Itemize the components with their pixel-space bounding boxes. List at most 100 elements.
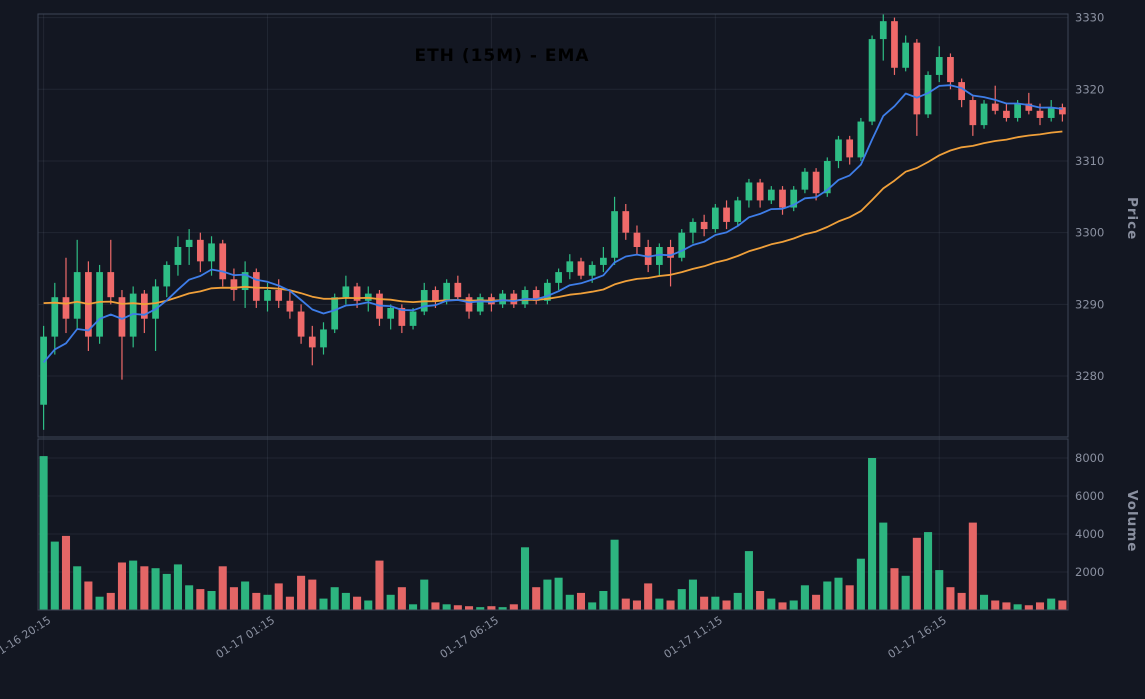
volume-bar xyxy=(968,522,977,610)
volume-bar xyxy=(1002,602,1011,610)
volume-bar xyxy=(823,581,832,610)
volume-bar xyxy=(812,594,821,610)
volume-bar xyxy=(946,587,955,610)
candle-body xyxy=(499,293,506,305)
volume-bar xyxy=(856,558,865,610)
candle-body xyxy=(879,21,887,40)
candle-body xyxy=(958,82,965,101)
volume-bar xyxy=(162,573,171,610)
volume-bar xyxy=(1058,600,1067,610)
candle-body xyxy=(969,100,977,126)
candle-body xyxy=(790,189,798,208)
price-tick-label: 3310 xyxy=(1075,154,1104,168)
volume-bar xyxy=(397,587,406,610)
volume-bar xyxy=(621,598,630,610)
volume-bar xyxy=(800,585,809,610)
candle-body xyxy=(924,74,932,115)
volume-bar xyxy=(453,605,462,610)
volume-bar xyxy=(319,598,328,610)
candle-body xyxy=(756,182,764,201)
volume-bar xyxy=(1047,598,1056,610)
volume-bar xyxy=(1013,604,1022,610)
volume-bar xyxy=(39,456,48,610)
volume-bar xyxy=(129,560,138,610)
candle-body xyxy=(40,336,47,405)
volume-bar xyxy=(576,592,586,610)
price-panel-frame xyxy=(37,13,1069,438)
volume-bars xyxy=(39,456,1067,610)
volume-bar xyxy=(263,594,272,610)
candle-body xyxy=(767,189,775,201)
candle-body xyxy=(1003,110,1010,118)
candle-body xyxy=(532,290,540,301)
volume-bar xyxy=(778,602,787,610)
volume-bar xyxy=(252,592,261,610)
candle-body xyxy=(308,336,316,348)
volume-bar xyxy=(218,566,227,610)
candle-body xyxy=(667,247,674,258)
candle-body xyxy=(443,282,450,301)
volume-bar xyxy=(935,570,944,610)
volume-bar xyxy=(151,568,160,610)
volume-bar xyxy=(196,589,205,610)
candle-body xyxy=(566,261,574,273)
volume-bar xyxy=(173,564,182,610)
volume-bar xyxy=(330,587,339,610)
volume-bar xyxy=(117,562,126,610)
volume-bar xyxy=(297,575,306,610)
candle-body xyxy=(1036,110,1044,118)
candle-body xyxy=(241,272,249,291)
candle-body xyxy=(275,290,283,301)
candle-body xyxy=(465,297,473,312)
candle-body xyxy=(118,297,126,337)
price-axis-label: Price xyxy=(1124,197,1140,241)
volume-bar xyxy=(744,551,753,610)
candle-body xyxy=(320,329,327,348)
candle-body xyxy=(633,232,641,248)
candle-body xyxy=(801,171,809,190)
candle-body xyxy=(208,243,215,262)
volume-bar xyxy=(924,532,933,610)
price-tick-label: 3300 xyxy=(1075,226,1104,240)
candle-body xyxy=(476,297,484,312)
price-tick-label: 3320 xyxy=(1075,82,1104,96)
price-tick-label: 3290 xyxy=(1075,297,1104,311)
candle-body xyxy=(174,247,182,265)
candle-body xyxy=(734,200,742,222)
volume-bar xyxy=(845,585,854,610)
candle-body xyxy=(230,279,238,291)
volume-bar xyxy=(733,592,742,610)
volume-bar xyxy=(1024,605,1033,610)
volume-bar xyxy=(61,535,71,610)
candle-body xyxy=(141,293,148,319)
volume-bar xyxy=(274,583,283,610)
candle-body xyxy=(398,307,406,326)
candle-body xyxy=(947,57,954,83)
volume-bar xyxy=(688,579,697,610)
volume-bar xyxy=(229,587,238,610)
candle-body xyxy=(868,39,876,122)
volume-bar xyxy=(375,560,384,610)
candle-body xyxy=(689,221,697,233)
volume-bar xyxy=(543,579,552,610)
volume-bar xyxy=(50,541,59,610)
candle-body xyxy=(129,293,137,337)
volume-bar xyxy=(409,604,418,610)
volume-bar xyxy=(722,600,731,610)
candle-body xyxy=(510,293,518,305)
volume-bar xyxy=(532,587,541,610)
candle-body xyxy=(980,103,988,126)
volume-tick-label: 8000 xyxy=(1075,451,1104,465)
candle-body xyxy=(835,139,842,161)
volume-panel-frame xyxy=(37,438,1069,611)
candle-body xyxy=(991,103,999,111)
volume-bar xyxy=(632,600,641,610)
volume-bar xyxy=(341,592,350,610)
volume-bar xyxy=(767,598,776,610)
candle-body xyxy=(902,42,910,68)
ema-fast-line xyxy=(42,84,1063,363)
candle-body xyxy=(700,221,708,230)
